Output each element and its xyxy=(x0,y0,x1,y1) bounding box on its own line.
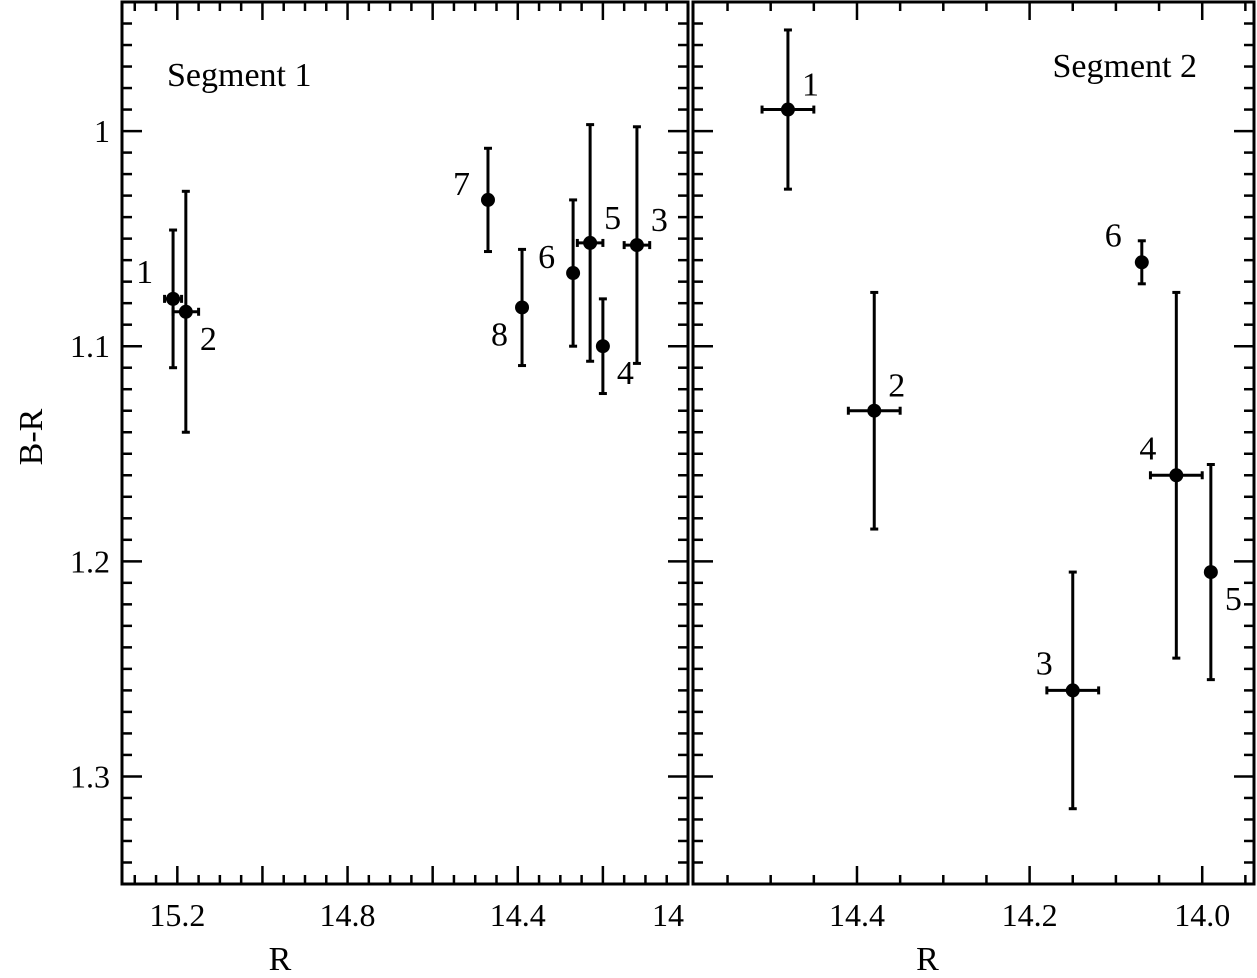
data-point-group: 5 xyxy=(1203,463,1242,682)
x-tick-label: 14.4 xyxy=(829,897,885,933)
data-point xyxy=(780,102,795,117)
data-point xyxy=(867,403,882,418)
data-point xyxy=(515,300,530,315)
y-tick-label: 1.1 xyxy=(70,328,110,364)
x-tick-label: 14.8 xyxy=(320,897,376,933)
point-label: 6 xyxy=(1105,217,1122,254)
x-tick-label: 14.0 xyxy=(1174,897,1230,933)
panel-1: 15.2 14.8 14.4 14 1 1.1 1.2 1.3 R Segment 1 1 2 3 4 5 6… xyxy=(70,0,690,978)
point-label: 6 xyxy=(538,239,555,276)
point-label: 4 xyxy=(617,355,634,392)
y-axis-label: B-R xyxy=(13,408,50,465)
point-label: 7 xyxy=(453,166,470,203)
y-tick-label: 1 xyxy=(94,113,110,149)
point-label: 2 xyxy=(888,368,905,405)
x-tick-label: 15.2 xyxy=(149,897,205,933)
data-point xyxy=(1065,683,1080,698)
x-axis-label: R xyxy=(916,941,939,978)
y-tick-label: 1.2 xyxy=(70,543,110,579)
data-point-group: 8 xyxy=(491,247,530,368)
data-point-group: 4 xyxy=(595,297,634,396)
data-point xyxy=(629,238,644,253)
data-point-group: 7 xyxy=(453,146,495,254)
panel-title: Segment 2 xyxy=(1053,48,1197,85)
data-point-group: 6 xyxy=(538,198,581,348)
data-point xyxy=(1203,565,1218,580)
point-label: 5 xyxy=(1225,581,1242,618)
data-point xyxy=(178,304,193,319)
data-point-group: 3 xyxy=(622,125,668,365)
point-label: 1 xyxy=(802,67,819,104)
panel-title: Segment 1 xyxy=(167,57,311,94)
panel-2: 14.4 14.2 14.0 R Segment 2 1 2 3 4 5 6 xyxy=(691,0,1256,978)
data-point xyxy=(566,266,581,281)
data-point-group: 6 xyxy=(1105,217,1149,286)
point-label: 8 xyxy=(491,316,508,353)
point-label: 5 xyxy=(604,200,621,237)
data-point xyxy=(1169,468,1184,483)
data-point xyxy=(1134,255,1149,270)
point-label: 1 xyxy=(136,254,153,291)
x-tick-label: 14 xyxy=(652,897,684,933)
data-point xyxy=(480,192,495,207)
x-tick-label: 14.4 xyxy=(490,897,546,933)
point-label: 4 xyxy=(1139,430,1156,467)
data-point xyxy=(166,291,181,306)
data-point-group: 4 xyxy=(1139,290,1204,660)
point-label: 2 xyxy=(200,321,217,358)
data-point-group: 1 xyxy=(760,28,819,191)
point-label: 3 xyxy=(651,202,668,239)
y-tick-label: 1.3 xyxy=(70,758,110,794)
x-tick-label: 14.2 xyxy=(1002,897,1058,933)
data-point-group: 1 xyxy=(136,228,184,370)
data-point xyxy=(583,235,598,250)
data-point-group: 2 xyxy=(171,189,217,434)
plot-frame xyxy=(691,0,1256,886)
plot-frame xyxy=(120,0,690,886)
data-point-group: 2 xyxy=(846,290,905,531)
data-point-group: 5 xyxy=(575,123,621,363)
data-point xyxy=(595,339,610,354)
data-point-group: 3 xyxy=(1036,570,1101,811)
x-axis-label: R xyxy=(269,941,292,978)
point-label: 3 xyxy=(1036,645,1053,682)
